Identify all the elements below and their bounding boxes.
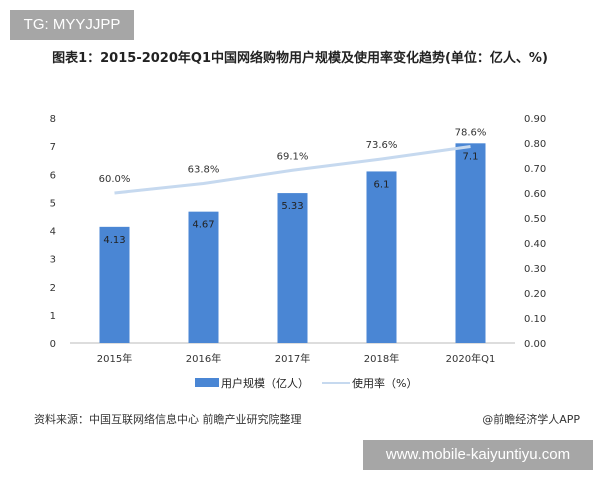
right-tick-label: 0.10 xyxy=(524,314,546,325)
credit: @前瞻经济学人APP xyxy=(482,413,580,426)
left-tick-label: 6 xyxy=(50,170,56,181)
left-tick-label: 0 xyxy=(50,339,56,350)
left-tick-label: 8 xyxy=(50,114,56,125)
line-label: 78.6% xyxy=(455,128,487,139)
right-tick-label: 0.90 xyxy=(524,114,546,125)
right-tick-label: 0.30 xyxy=(524,264,546,275)
legend-line-label: 使用率（%） xyxy=(352,376,417,390)
left-tick-label: 2 xyxy=(50,283,56,294)
right-tick-label: 0.80 xyxy=(524,139,546,150)
x-tick-label: 2018年 xyxy=(364,352,399,365)
legend-bar-label: 用户规模（亿人） xyxy=(221,376,309,390)
bar-label: 6.1 xyxy=(374,179,390,190)
bar xyxy=(455,143,486,343)
left-tick-label: 5 xyxy=(50,198,56,209)
left-tick-label: 4 xyxy=(50,227,56,238)
line-series xyxy=(114,145,471,195)
left-tick-label: 3 xyxy=(50,255,56,266)
right-tick-label: 0.20 xyxy=(524,289,546,300)
x-tick-label: 2017年 xyxy=(275,352,310,365)
watermark-top: TG: MYYJJPP xyxy=(10,10,134,40)
bar-label: 4.67 xyxy=(192,220,214,231)
bar xyxy=(277,193,308,343)
right-tick-label: 0.50 xyxy=(524,214,546,225)
watermark-bottom: www.mobile-kaiyuntiyu.com xyxy=(363,440,593,470)
bar xyxy=(366,171,397,343)
right-tick-label: 0.70 xyxy=(524,164,546,175)
x-tick-label: 2015年 xyxy=(97,352,132,365)
left-tick-label: 1 xyxy=(50,311,56,322)
line-label: 69.1% xyxy=(277,151,309,162)
right-tick-label: 0.60 xyxy=(524,189,546,200)
chart-title: 图表1：2015-2020年Q1中国网络购物用户规模及使用率变化趋势(单位：亿人… xyxy=(52,51,548,66)
left-tick-label: 7 xyxy=(50,142,56,153)
line-label: 60.0% xyxy=(99,174,131,185)
line-label: 63.8% xyxy=(188,165,220,176)
source-note: 资料来源：中国互联网络信息中心 前瞻产业研究院整理 xyxy=(34,413,302,426)
x-tick-label: 2016年 xyxy=(186,352,221,365)
line-label: 73.6% xyxy=(366,140,398,151)
bar-label: 7.1 xyxy=(463,151,479,162)
x-tick-label: 2020年Q1 xyxy=(446,352,496,365)
right-tick-label: 0.40 xyxy=(524,239,546,250)
legend-bar-swatch xyxy=(195,378,219,387)
bar-label: 4.13 xyxy=(103,235,125,246)
right-tick-label: 0.00 xyxy=(524,339,546,350)
bar xyxy=(99,226,130,343)
bar xyxy=(188,211,219,343)
bar-label: 5.33 xyxy=(281,201,303,212)
